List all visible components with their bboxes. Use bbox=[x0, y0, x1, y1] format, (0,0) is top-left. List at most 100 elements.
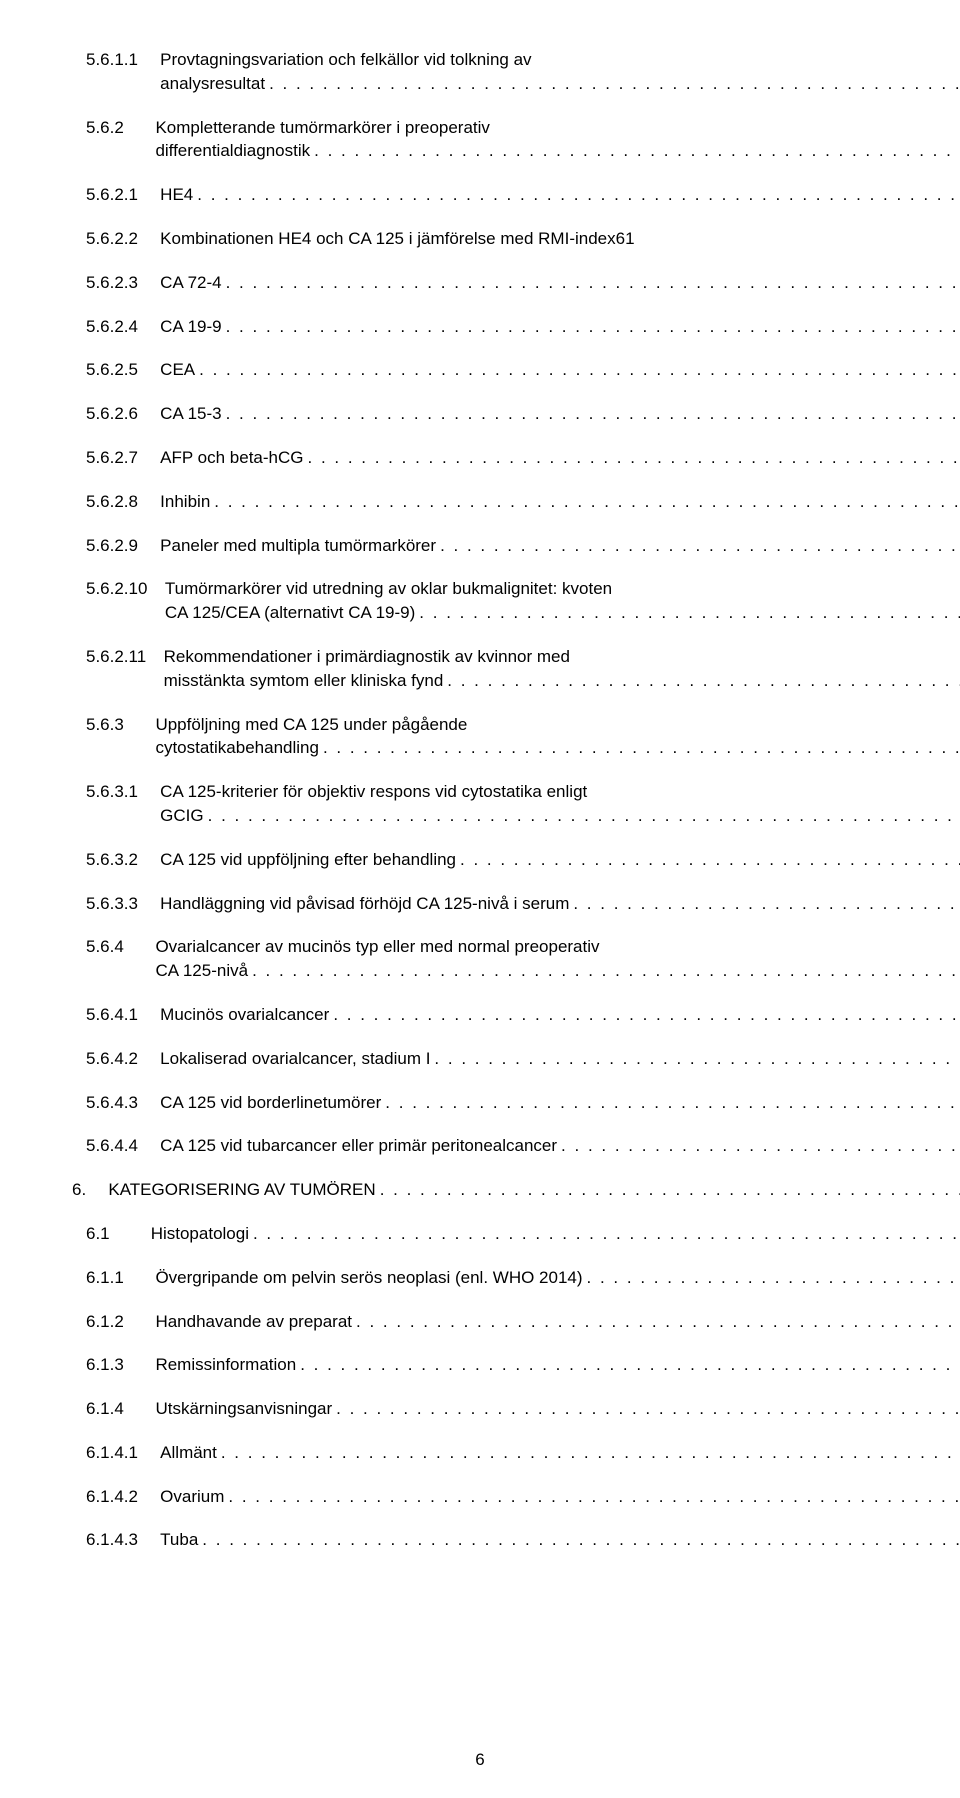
toc-entry-title: Mucinös ovarialcancer bbox=[160, 1003, 329, 1027]
toc-entry: 6.1.4.2 Ovarium. . . . . . . . . . . . .… bbox=[72, 1485, 880, 1509]
toc-leader-dots: . . . . . . . . . . . . . . . . . . . . … bbox=[217, 1441, 960, 1465]
toc-leader-dots: . . . . . . . . . . . . . . . . . . . . … bbox=[296, 1353, 960, 1377]
toc-entry-last-line: Handläggning vid påvisad förhöjd CA 125-… bbox=[160, 892, 960, 916]
toc-entry-title: cytostatikabehandling bbox=[155, 736, 319, 760]
toc-entry-title: differentialdiagnostik bbox=[155, 139, 310, 163]
toc-entry: 5.6.4.2 Lokaliserad ovarialcancer, stadi… bbox=[72, 1047, 880, 1071]
toc-entry-text: CA 125-kriterier för objektiv respons vi… bbox=[160, 780, 960, 828]
toc-entry-title: CA 72-4 bbox=[160, 271, 221, 295]
toc-entry-text: Lokaliserad ovarialcancer, stadium I. . … bbox=[160, 1047, 960, 1071]
toc-leader-dots: . . . . . . . . . . . . . . . . . . . . … bbox=[329, 1003, 960, 1027]
toc-entry-title: Handläggning vid påvisad förhöjd CA 125-… bbox=[160, 892, 569, 916]
toc-entry-text: Rekommendationer i primärdiagnostik av k… bbox=[164, 645, 960, 693]
toc-entry-title: Utskärningsanvisningar bbox=[155, 1397, 332, 1421]
toc-entry-last-line: Lokaliserad ovarialcancer, stadium I. . … bbox=[160, 1047, 960, 1071]
toc-entry-number: 6.1.4.3 bbox=[86, 1528, 160, 1552]
toc-entry-last-line: misstänkta symtom eller kliniska fynd. .… bbox=[164, 669, 960, 693]
toc-entry-text: Uppföljning med CA 125 under pågåendecyt… bbox=[155, 713, 960, 761]
toc-leader-dots: . . . . . . . . . . . . . . . . . . . . … bbox=[352, 1310, 960, 1334]
toc-entry-last-line: Paneler med multipla tumörmarkörer. . . … bbox=[160, 534, 960, 558]
toc-entry: 5.6.2 Kompletterande tumörmarkörer i pre… bbox=[72, 116, 880, 164]
toc-entry-last-line: cytostatikabehandling. . . . . . . . . .… bbox=[155, 736, 960, 760]
toc-entry-title-line: Rekommendationer i primärdiagnostik av k… bbox=[164, 645, 960, 669]
toc-entry: 6.1.1 Övergripande om pelvin serös neopl… bbox=[72, 1266, 880, 1290]
toc-entry: 5.6.2.4 CA 19-9. . . . . . . . . . . . .… bbox=[72, 315, 880, 339]
toc-leader-dots: . . . . . . . . . . . . . . . . . . . . … bbox=[265, 72, 960, 96]
toc-entry-text: Remissinformation. . . . . . . . . . . .… bbox=[155, 1353, 960, 1377]
toc-leader-dots: . . . . . . . . . . . . . . . . . . . . … bbox=[249, 1222, 960, 1246]
toc-entry-text: Ovarium. . . . . . . . . . . . . . . . .… bbox=[160, 1485, 960, 1509]
toc-entry-number: 5.6.4.3 bbox=[86, 1091, 160, 1115]
toc-entry-text: CA 125 vid tubarcancer eller primär peri… bbox=[160, 1134, 960, 1158]
toc-leader-dots: . . . . . . . . . . . . . . . . . . . . … bbox=[319, 736, 960, 760]
toc-entry-number: 6.1.4.1 bbox=[86, 1441, 160, 1465]
toc-leader-dots: . . . . . . . . . . . . . . . . . . . . … bbox=[198, 1528, 960, 1552]
toc-entry-number: 5.6.2 bbox=[86, 116, 155, 140]
toc-entry-last-line: CA 125 vid tubarcancer eller primär peri… bbox=[160, 1134, 960, 1158]
toc-entry-number: 5.6.2.5 bbox=[86, 358, 160, 382]
toc-entry: 6.1 Histopatologi. . . . . . . . . . . .… bbox=[72, 1222, 880, 1246]
toc-entry-last-line: Mucinös ovarialcancer. . . . . . . . . .… bbox=[160, 1003, 960, 1027]
toc-entry-number: 5.6.4 bbox=[86, 935, 155, 959]
toc-entry: 5.6.2.10 Tumörmarkörer vid utredning av … bbox=[72, 577, 880, 625]
toc-entry-title: CA 125 vid tubarcancer eller primär peri… bbox=[160, 1134, 557, 1158]
toc-entry-text: CA 72-4. . . . . . . . . . . . . . . . .… bbox=[160, 271, 960, 295]
toc-entry-last-line: CA 125 vid uppföljning efter behandling.… bbox=[160, 848, 960, 872]
toc-entry-title: CA 125-nivå bbox=[155, 959, 248, 983]
toc-entry-text: Handhavande av preparat. . . . . . . . .… bbox=[155, 1310, 960, 1334]
toc-leader-dots: . . . . . . . . . . . . . . . . . . . . … bbox=[304, 446, 960, 470]
toc-entry-last-line: HE4. . . . . . . . . . . . . . . . . . .… bbox=[160, 183, 960, 207]
toc-leader-dots: . . . . . . . . . . . . . . . . . . . . … bbox=[430, 1047, 960, 1071]
toc-entry-number: 5.6.3.1 bbox=[86, 780, 160, 804]
toc-entry: 5.6.4.1 Mucinös ovarialcancer. . . . . .… bbox=[72, 1003, 880, 1027]
toc-entry-number: 5.6.3 bbox=[86, 713, 155, 737]
toc-entry-number: 5.6.3.3 bbox=[86, 892, 160, 916]
toc-entry-number: 6.1 bbox=[86, 1222, 151, 1246]
toc-entry-number: 5.6.2.6 bbox=[86, 402, 160, 426]
toc-leader-dots: . . . . . . . . . . . . . . . . . . . . … bbox=[415, 601, 960, 625]
toc-leader-dots: . . . . . . . . . . . . . . . . . . . . … bbox=[381, 1091, 960, 1115]
toc-leader-dots: . . . . . . . . . . . . . . . . . . . . … bbox=[222, 271, 960, 295]
toc-entry: 5.6.4 Ovarialcancer av mucinös typ eller… bbox=[72, 935, 880, 983]
toc-entry: 6.1.4 Utskärningsanvisningar. . . . . . … bbox=[72, 1397, 880, 1421]
page-number-footer: 6 bbox=[0, 1750, 960, 1770]
toc-entry-last-line: Remissinformation. . . . . . . . . . . .… bbox=[155, 1353, 960, 1377]
toc-entry: 5.6.2.3 CA 72-4. . . . . . . . . . . . .… bbox=[72, 271, 880, 295]
toc-entry: 5.6.2.7 AFP och beta-hCG. . . . . . . . … bbox=[72, 446, 880, 470]
toc-leader-dots: . . . . . . . . . . . . . . . . . . . . … bbox=[193, 183, 960, 207]
toc-entry-title: Paneler med multipla tumörmarkörer bbox=[160, 534, 436, 558]
toc-entry-number: 5.6.2.10 bbox=[86, 577, 165, 601]
toc-entry-last-line: Tuba. . . . . . . . . . . . . . . . . . … bbox=[160, 1528, 960, 1552]
page: 5.6.1.1 Provtagningsvariation och felkäl… bbox=[0, 0, 960, 1798]
toc-entry-number: 5.6.2.1 bbox=[86, 183, 160, 207]
toc-entry: 5.6.2.2 Kombinationen HE4 och CA 125 i j… bbox=[72, 227, 880, 251]
toc-entry-title-line: Ovarialcancer av mucinös typ eller med n… bbox=[155, 935, 960, 959]
toc-entry: 6.1.3 Remissinformation. . . . . . . . .… bbox=[72, 1353, 880, 1377]
toc-entry-last-line: Utskärningsanvisningar. . . . . . . . . … bbox=[155, 1397, 960, 1421]
toc-entry: 5.6.3.3 Handläggning vid påvisad förhöjd… bbox=[72, 892, 880, 916]
toc-entry-last-line: analysresultat. . . . . . . . . . . . . … bbox=[160, 72, 960, 96]
toc-entry-text: Allmänt. . . . . . . . . . . . . . . . .… bbox=[160, 1441, 960, 1465]
toc-entry-text: KATEGORISERING AV TUMÖREN. . . . . . . .… bbox=[108, 1178, 960, 1202]
toc-entry-title-line: Provtagningsvariation och felkällor vid … bbox=[160, 48, 960, 72]
toc-entry-title: Kombinationen HE4 och CA 125 i jämförels… bbox=[160, 227, 615, 251]
toc-entry-number: 6.1.4.2 bbox=[86, 1485, 160, 1509]
toc-entry-number: 5.6.2.2 bbox=[86, 227, 160, 251]
toc-entry-text: CA 15-3. . . . . . . . . . . . . . . . .… bbox=[160, 402, 960, 426]
toc-entry: 5.6.3.1 CA 125-kriterier för objektiv re… bbox=[72, 780, 880, 828]
toc-entry-number: 5.6.2.3 bbox=[86, 271, 160, 295]
toc-entry-last-line: CA 125/CEA (alternativt CA 19-9). . . . … bbox=[165, 601, 960, 625]
toc-entry-number: 5.6.4.2 bbox=[86, 1047, 160, 1071]
toc-entry-title: GCIG bbox=[160, 804, 203, 828]
toc-leader-dots: . . . . . . . . . . . . . . . . . . . . … bbox=[210, 490, 960, 514]
toc-entry-title: CA 125/CEA (alternativt CA 19-9) bbox=[165, 601, 415, 625]
toc-entry: 5.6.3 Uppföljning med CA 125 under pågåe… bbox=[72, 713, 880, 761]
toc-entry-number: 6.1.4 bbox=[86, 1397, 155, 1421]
toc-entry-number: 6.1.3 bbox=[86, 1353, 155, 1377]
toc-entry: 5.6.2.8 Inhibin. . . . . . . . . . . . .… bbox=[72, 490, 880, 514]
toc-entry-title: CA 125 vid uppföljning efter behandling bbox=[160, 848, 456, 872]
toc-leader-dots: . . . . . . . . . . . . . . . . . . . . … bbox=[443, 669, 960, 693]
toc-entry-last-line: Övergripande om pelvin serös neoplasi (e… bbox=[155, 1266, 960, 1290]
toc-leader-dots: . . . . . . . . . . . . . . . . . . . . … bbox=[436, 534, 960, 558]
toc-entry-last-line: CA 72-4. . . . . . . . . . . . . . . . .… bbox=[160, 271, 960, 295]
